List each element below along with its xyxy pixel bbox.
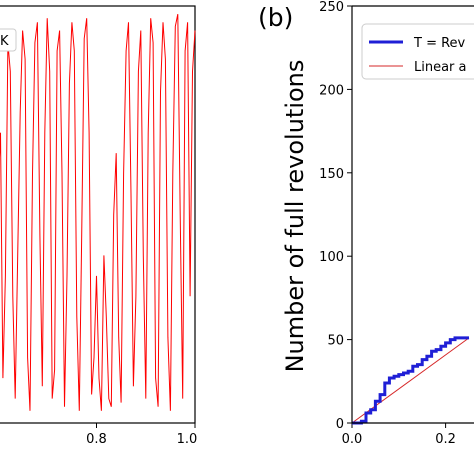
panel-b-y-tick-label: 100 [319,250,344,265]
panel-b-y-tick-label: 50 [327,334,344,349]
panel-a-x-tick-label: 1.0 [177,432,198,447]
panel-a: K 0.8 1.0 [0,5,197,447]
panel-b-x-tick-label: 0.2 [435,432,456,447]
panel-b-legend-label-2: Linear a [414,60,467,75]
panel-a-x-ticks: 0.8 1.0 [86,423,197,447]
panel-b-x-tick-label: 0.0 [342,432,363,447]
panel-b-plot-area [351,336,470,425]
panel-b-x-ticks: 0.0 0.2 [342,423,456,447]
panel-b-legend: T = Rev Linear a [361,23,474,80]
panel-b-y-tick-label: 150 [319,167,344,182]
panel-b-y-tick-label: 200 [319,83,344,98]
panel-a-plot-area [0,14,196,411]
panel-b-y-tick-label: 250 [319,0,344,15]
panel-a-x-tick-label: 0.8 [86,432,107,447]
panel-a-series-line [0,14,196,411]
panel-b-series-revolutions [352,336,469,425]
panel-a-legend: K [0,28,17,52]
panel-b-legend-box [361,23,474,80]
panel-a-legend-box [0,28,17,52]
panel-a-legend-label: K [0,34,9,49]
panel-b-legend-label-1: T = Rev [413,36,466,51]
panel-b: (b) Number of full revolutions 0 50 100 150… [258,0,474,447]
panel-b-label: (b) [258,3,293,32]
panel-b-y-axis-label: Number of full revolutions [281,60,309,373]
panel-b-y-ticks: 0 50 100 150 200 250 [319,0,352,432]
panel-b-y-tick-label: 0 [336,417,344,432]
